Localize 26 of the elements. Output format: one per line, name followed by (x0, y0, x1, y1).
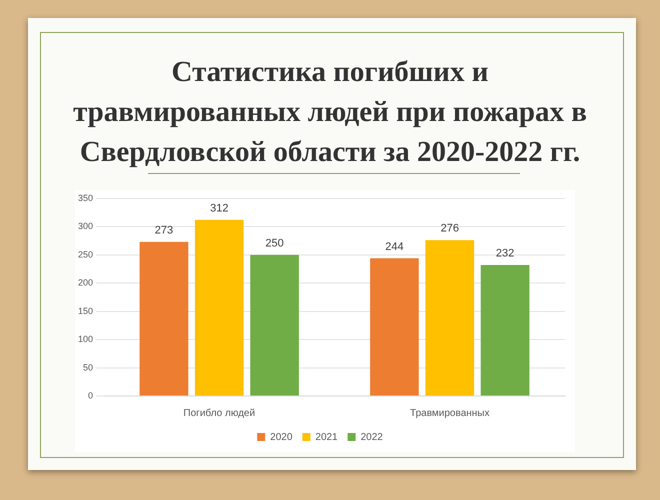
y-tick-label: 300 (78, 221, 94, 232)
y-tick-label: 100 (78, 334, 94, 344)
data-label: 312 (210, 202, 228, 214)
y-tick-label: 0 (88, 390, 94, 400)
y-tick-label: 150 (78, 306, 94, 316)
bar (140, 242, 188, 396)
y-tick-label: 250 (78, 249, 94, 260)
bar (194, 220, 244, 396)
legend-label: 2021 (315, 432, 338, 443)
bar (370, 258, 419, 396)
y-tick-label: 350 (78, 192, 94, 203)
data-label: 276 (440, 222, 459, 235)
data-label: 232 (496, 248, 514, 260)
y-tick-label: 50 (83, 362, 94, 372)
legend-label: 2022 (360, 432, 384, 443)
data-label: 273 (154, 224, 174, 236)
chart-title: Статистика погибших и травмированных людей при пожарах в Свердловской области за 2020-2022 гг. (72, 55, 588, 170)
bar (480, 265, 530, 396)
data-label: 244 (385, 240, 404, 253)
y-tick-label: 200 (78, 278, 94, 288)
bar (250, 254, 299, 396)
legend-label: 2020 (270, 432, 293, 443)
x-tick-label: Погибло людей (183, 408, 256, 419)
data-label: 250 (265, 237, 284, 250)
bar (425, 240, 474, 396)
x-tick-label: Травмированных (410, 408, 490, 419)
